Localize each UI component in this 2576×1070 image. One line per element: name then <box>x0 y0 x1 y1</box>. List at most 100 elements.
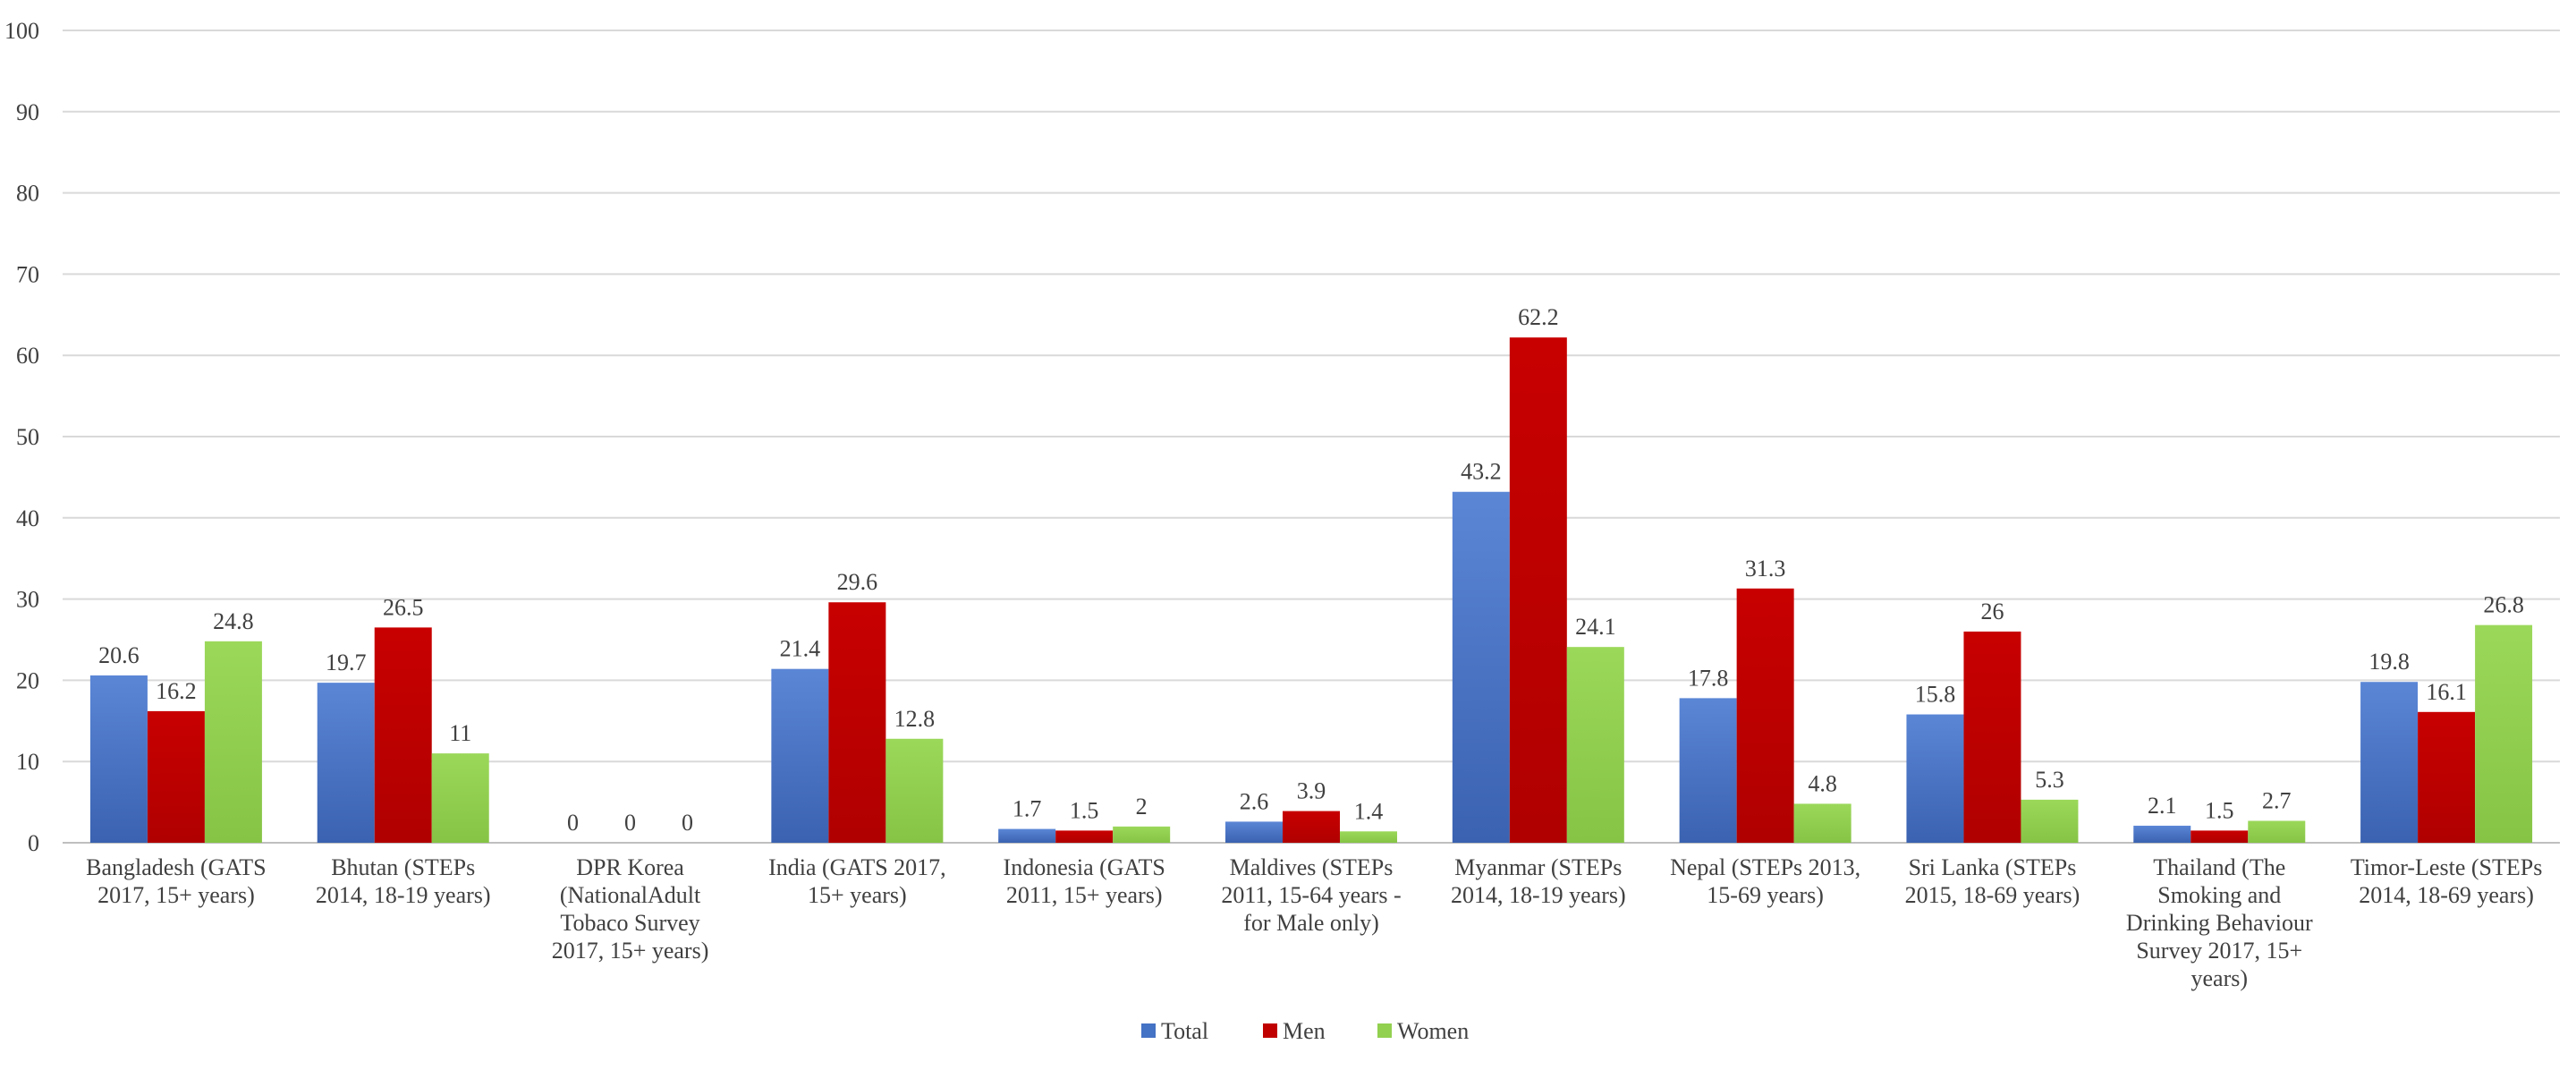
data-label: 31.3 <box>1745 556 1786 582</box>
category-label: Bhutan (STEPs <box>331 854 475 880</box>
y-axis-tick-labels: 0 10 20 30 40 50 60 70 80 90 100 <box>4 18 39 856</box>
y-tick-label: 20 <box>16 667 39 693</box>
bar-total <box>1452 491 1510 843</box>
data-label: 0 <box>682 810 693 836</box>
data-label: 20.6 <box>98 642 140 668</box>
data-label: 12.8 <box>894 706 936 732</box>
legend-swatch-total <box>1141 1023 1156 1038</box>
y-tick-label: 10 <box>16 749 39 775</box>
bar-women <box>2475 624 2533 843</box>
y-tick-label: 40 <box>16 505 39 531</box>
bar-total <box>89 675 148 843</box>
y-tick-label: 80 <box>16 181 39 207</box>
bar-men <box>2190 830 2249 843</box>
bar-women <box>1113 826 1171 843</box>
y-tick-label: 30 <box>16 587 39 613</box>
data-label: 2 <box>1136 794 1148 819</box>
category-label: years) <box>2191 965 2249 991</box>
data-label: 0 <box>567 810 579 836</box>
bar-men <box>1963 631 2021 843</box>
legend-label: Women <box>1397 1018 1469 1044</box>
data-label: 4.8 <box>1808 770 1837 796</box>
data-label: 29.6 <box>837 569 878 595</box>
y-tick-label: 50 <box>16 424 39 450</box>
y-tick-label: 90 <box>16 99 39 125</box>
bar-women <box>886 738 944 843</box>
category-label: Maldives (STEPs <box>1230 854 1394 880</box>
data-label: 0 <box>624 810 636 836</box>
category-label: 2011, 15+ years) <box>1006 882 1163 908</box>
data-label: 1.5 <box>1070 797 1099 823</box>
bars <box>89 337 2533 843</box>
data-label: 19.8 <box>2368 649 2410 675</box>
data-label: 5.3 <box>2035 767 2064 793</box>
category-label: 2017, 15+ years) <box>97 882 255 908</box>
legend-label: Men <box>1283 1018 1326 1044</box>
category-label: DPR Korea <box>576 854 684 880</box>
data-label: 62.2 <box>1518 304 1559 330</box>
category-label: Indonesia (GATS <box>1004 854 1165 880</box>
category-label: Tobaco Survey <box>560 910 699 936</box>
data-label: 26 <box>1980 599 2004 624</box>
data-labels: 20.6 16.2 24.8 19.7 26.5 11 0 0 0 2 1.4 29.6 12.8 1.7… <box>98 304 2524 836</box>
legend-swatch-men <box>1263 1023 1277 1038</box>
data-label: 2.6 <box>1240 788 1269 814</box>
category-label: 2014, 18-69 years) <box>2359 882 2534 908</box>
category-label: 15+ years) <box>808 882 907 908</box>
category-label: (NationalAdult <box>560 882 701 908</box>
bar-men <box>374 627 432 843</box>
bar-total <box>771 668 829 843</box>
y-tick-label: 70 <box>16 261 39 287</box>
category-label: Thailand (The <box>2153 854 2285 880</box>
bar-total <box>1679 698 1737 843</box>
data-label: 1.7 <box>1013 796 1042 822</box>
category-label: 2014, 18-19 years) <box>1451 882 1626 908</box>
category-label: Timor-Leste (STEPs <box>2351 854 2542 880</box>
y-tick-label: 100 <box>4 18 39 44</box>
bar-men <box>1055 830 1114 843</box>
data-label: 2.7 <box>2262 787 2292 813</box>
data-label: 26.5 <box>383 594 424 620</box>
bar-total <box>317 683 375 843</box>
category-label: Myanmar (STEPs <box>1454 854 1622 880</box>
data-label: 26.8 <box>2483 592 2524 618</box>
category-label: India (GATS 2017, <box>768 854 946 880</box>
bar-total <box>1225 821 1283 843</box>
bar-total <box>2360 682 2419 843</box>
legend-label: Total <box>1161 1018 1208 1044</box>
bar-women <box>1566 647 1624 843</box>
data-label: 19.7 <box>326 650 367 675</box>
bar-men <box>147 710 205 843</box>
category-label: 2017, 15+ years) <box>552 938 709 964</box>
data-label: 16.2 <box>156 678 197 704</box>
bar-men <box>1509 337 1567 843</box>
data-label: 24.1 <box>1575 614 1616 640</box>
bar-women <box>204 641 262 843</box>
category-label: Sri Lanka (STEPs <box>1909 854 2077 880</box>
legend-swatch-women <box>1377 1023 1392 1038</box>
bar-women <box>2021 799 2079 843</box>
data-label: 3.9 <box>1297 778 1326 804</box>
data-label: 1.5 <box>2205 797 2234 823</box>
category-label: 2011, 15-64 years - <box>1221 882 1401 908</box>
data-label: 1.4 <box>1354 798 1384 824</box>
bar-total <box>2133 825 2191 843</box>
bar-men <box>828 602 886 843</box>
data-label: 2.1 <box>2148 793 2177 819</box>
category-label: 15-69 years) <box>1707 882 1824 908</box>
category-label: Smoking and <box>2157 882 2281 908</box>
bar-total <box>1906 714 1964 843</box>
bar-women <box>431 753 489 843</box>
bar-women <box>1340 831 1397 843</box>
bar-women <box>2248 820 2306 843</box>
data-label: 24.8 <box>213 608 254 634</box>
category-label: for Male only) <box>1243 910 1379 936</box>
bar-total <box>998 828 1056 843</box>
data-label: 11 <box>449 720 471 746</box>
category-label: 2014, 18-19 years) <box>316 882 491 908</box>
bar-men <box>2418 711 2476 843</box>
data-label: 15.8 <box>1915 682 1956 708</box>
category-label: Bangladesh (GATS <box>86 854 266 880</box>
